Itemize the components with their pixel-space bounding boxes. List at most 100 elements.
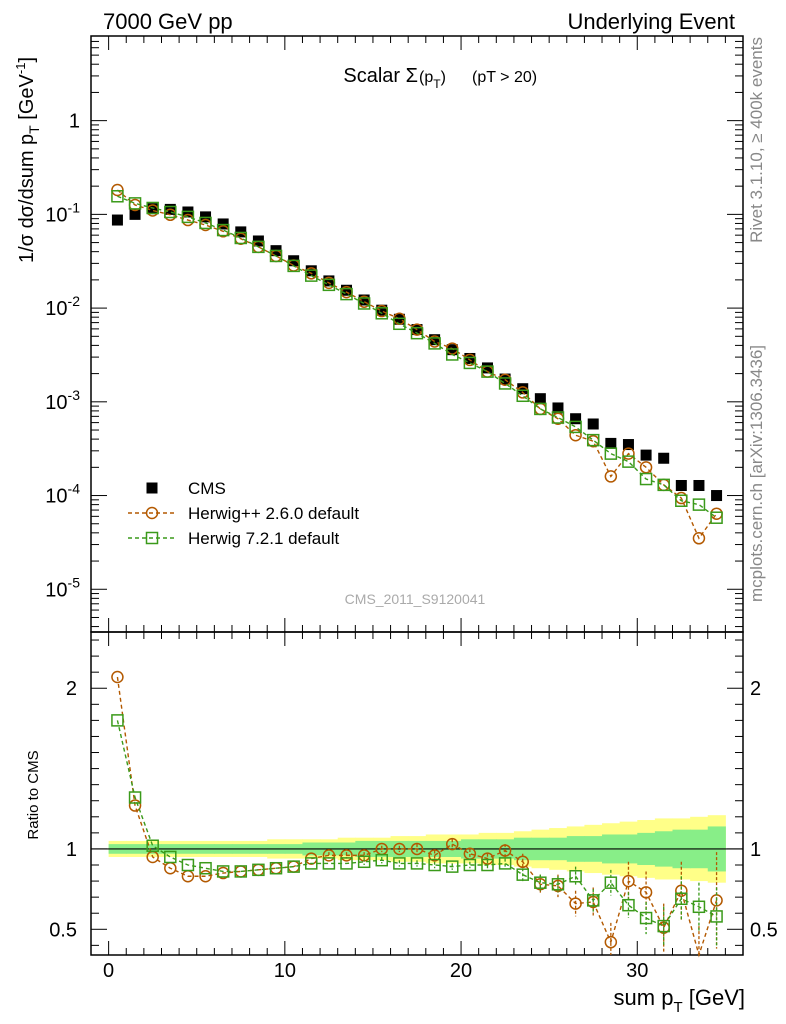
- data-point: [322, 278, 336, 292]
- data-point: [711, 490, 723, 502]
- data-point: [552, 402, 564, 414]
- series-line: [117, 195, 717, 519]
- ratio-point: [269, 861, 283, 875]
- x-tick-label: 10: [274, 960, 296, 982]
- ratio-point: [516, 855, 529, 869]
- data-point: [323, 275, 335, 287]
- plot-title-main: Scalar Σ: [343, 65, 418, 87]
- y-tick-base: 10: [45, 579, 67, 601]
- ratio-point: [410, 857, 424, 870]
- data-point: [516, 389, 529, 403]
- ratio-point: [357, 855, 371, 869]
- data-point: [604, 447, 618, 460]
- data-point: [551, 411, 565, 424]
- legend-label: Herwig 7.2.1 default: [188, 529, 339, 548]
- ratio-y-tick-label-right: 0.5: [750, 919, 778, 941]
- data-point: [305, 269, 318, 282]
- y-tick-label: 10-3: [45, 387, 80, 414]
- data-point: [640, 449, 652, 461]
- ratio-series-line: [116, 720, 717, 927]
- data-point: [445, 348, 459, 361]
- ratio-point: [322, 849, 336, 862]
- data-point: [534, 402, 547, 416]
- data-point: [111, 214, 123, 226]
- data-point: [429, 334, 441, 346]
- ratio-point: [128, 799, 142, 812]
- ratio-point: [340, 849, 353, 862]
- data-point: [622, 439, 634, 451]
- ratio-point: [639, 886, 653, 899]
- ratio-point: [569, 897, 582, 910]
- ratio-y-tick-label: 2: [66, 678, 77, 700]
- ratio-point: [322, 857, 336, 870]
- legend-marker: [146, 482, 158, 494]
- data-point: [675, 494, 688, 507]
- ratio-series-line: [116, 676, 718, 958]
- ratio-point: [111, 670, 124, 684]
- ratio-point: [181, 858, 195, 872]
- y-tick-label: 10-5: [45, 574, 80, 601]
- data-point: [234, 231, 248, 245]
- ratio-point: [428, 849, 441, 862]
- y-tick-exponent: -3: [68, 387, 81, 403]
- ratio-point: [586, 894, 600, 907]
- y-tick-label: 10-4: [45, 481, 80, 508]
- y-tick-base: 10: [45, 204, 67, 226]
- legend: CMS Herwig++ 2.6.0 default Herwig 7.2.1 de…: [128, 479, 359, 548]
- analysis-watermark: CMS_2011_S9120041: [345, 591, 486, 607]
- ratio-point: [675, 892, 688, 906]
- data-point: [111, 183, 124, 197]
- ratio-point: [199, 861, 212, 875]
- y-tick-label: 10-1: [45, 199, 80, 226]
- data-point: [269, 249, 283, 263]
- data-point: [569, 428, 582, 442]
- ratio-point: [498, 857, 512, 870]
- data-point: [605, 437, 617, 449]
- data-point: [340, 287, 353, 301]
- data-point: [569, 420, 582, 434]
- y-tick-exponent: -4: [68, 481, 81, 497]
- ratio-point: [534, 876, 547, 889]
- y-tick-exponent: -2: [68, 293, 81, 309]
- ratio-point: [428, 858, 441, 872]
- data-point: [111, 190, 124, 203]
- plot-title-paren: (pT): [419, 69, 446, 91]
- data-point: [622, 447, 635, 460]
- data-point: [534, 393, 546, 405]
- ratio-point: [128, 791, 142, 804]
- rivet-version-label: Rivet 3.1.10, ≥ 400k events: [747, 37, 766, 243]
- ratio-point: [692, 900, 706, 914]
- data-point: [375, 307, 389, 320]
- ratio-point: [199, 870, 212, 883]
- plot-title-cut: (pT > 20): [472, 69, 537, 86]
- x-tick-label: 30: [626, 960, 648, 982]
- ratio-point: [287, 860, 300, 873]
- ratio-frame: [90, 631, 744, 956]
- data-point: [358, 294, 370, 306]
- data-point: [146, 201, 159, 215]
- ratio-point: [445, 837, 459, 851]
- ratio-y-tick-label-right: 2: [750, 678, 761, 700]
- ratio-point: [604, 935, 618, 949]
- legend-marker: [145, 506, 159, 520]
- main-plot: 110-110-210-310-410-5: [45, 35, 744, 633]
- data-point: [128, 197, 142, 210]
- data-point: [252, 240, 265, 254]
- ratio-point: [216, 865, 230, 878]
- ratio-point: [639, 911, 653, 925]
- legend-marker: [145, 531, 159, 545]
- data-point: [570, 413, 582, 425]
- data-point: [675, 479, 687, 491]
- ratio-point: [146, 839, 159, 852]
- ratio-point: [340, 857, 353, 870]
- data-point: [376, 304, 388, 316]
- ratio-point: [234, 865, 248, 878]
- ratio-y-tick-label-right: 1: [750, 839, 761, 861]
- ratio-point: [481, 858, 494, 872]
- data-point: [481, 365, 494, 378]
- data-point: [639, 472, 653, 486]
- ratio-point: [445, 860, 459, 873]
- data-point: [534, 402, 547, 416]
- ratio-point: [622, 874, 635, 888]
